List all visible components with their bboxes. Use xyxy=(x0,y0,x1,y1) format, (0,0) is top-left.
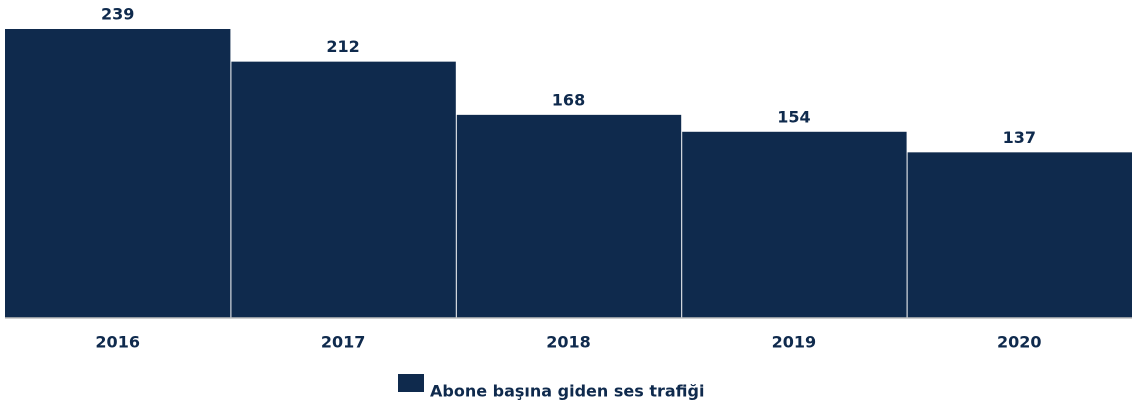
bar xyxy=(682,131,907,318)
data-label: 137 xyxy=(1003,128,1036,147)
data-label: 168 xyxy=(552,90,585,109)
legend-swatch xyxy=(398,374,424,392)
data-label: 239 xyxy=(101,5,134,24)
x-tick-label: 2020 xyxy=(997,333,1042,352)
bar xyxy=(456,114,682,319)
x-tick-label: 2017 xyxy=(321,333,366,352)
bar xyxy=(907,152,1132,318)
x-tick-label: 2019 xyxy=(772,333,817,352)
bar xyxy=(5,29,231,318)
legend-label: Abone başına giden ses trafiği xyxy=(430,382,704,401)
x-tick-label: 2018 xyxy=(546,333,591,352)
data-label: 212 xyxy=(326,37,359,56)
x-tick-label: 2016 xyxy=(95,333,140,352)
bar xyxy=(231,61,456,319)
data-label: 154 xyxy=(777,107,810,126)
